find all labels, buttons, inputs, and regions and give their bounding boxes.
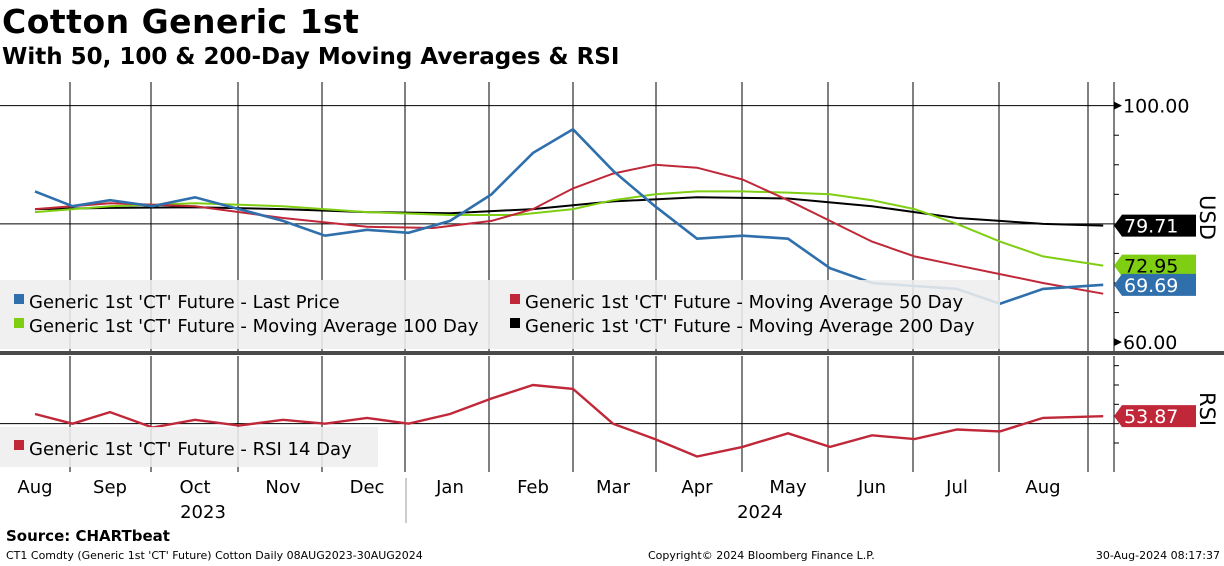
month-label-5: Jan <box>435 477 464 498</box>
legend-swatch-1 <box>510 294 520 304</box>
month-label-12: Aug <box>1025 477 1060 498</box>
series-line-ma-100 <box>34 190 1104 267</box>
month-label-1: Sep <box>93 477 127 498</box>
last-value-tag-1-shape <box>1114 254 1196 277</box>
chart-title: Cotton Generic 1st <box>2 2 360 41</box>
month-label-3: Nov <box>265 477 300 498</box>
month-label-2: Oct <box>179 477 210 498</box>
last-value-tag-0-label: 79.71 <box>1124 216 1178 238</box>
last-value-tag-2-shape <box>1114 273 1196 296</box>
price-tick-label-1: 60.00 <box>1123 332 1177 354</box>
price-axis-title: USD <box>1195 195 1219 240</box>
series-line-rsi-14-day <box>34 383 1104 458</box>
panel-separator <box>0 351 1224 355</box>
series-line-ma-50 <box>34 163 1104 295</box>
month-label-11: Jul <box>945 477 968 498</box>
month-label-4: Dec <box>350 477 385 498</box>
legend-swatch-3 <box>510 318 520 328</box>
last-value-tag-2: 69.69 <box>1114 273 1196 297</box>
series-line-ma-200 <box>34 196 1104 227</box>
month-label-10: Jun <box>857 477 886 498</box>
source-note: Source: CHARTbeat <box>6 527 170 545</box>
price-tick-arrow-0 <box>1114 101 1122 110</box>
price-series <box>34 127 1104 306</box>
rsi-legend: Generic 1st 'CT' Future - RSI 14 Day <box>0 427 378 467</box>
year-label-0: 2023 <box>180 502 226 523</box>
last-value-tag-1-label: 72.95 <box>1124 256 1178 278</box>
last-value-tag-rsi-shape <box>1114 405 1196 428</box>
month-label-6: Feb <box>517 477 549 498</box>
month-label-7: Mar <box>596 477 631 498</box>
month-label-0: Aug <box>17 477 52 498</box>
month-label-9: May <box>769 477 807 498</box>
x-axis-months: Aug Sep Oct Nov Dec Jan Feb Mar Apr May Jun Jul Aug <box>17 477 1060 498</box>
month-gridlines <box>0 82 1114 472</box>
rsi-axis-title: RSI <box>1195 392 1219 426</box>
rsi-legend-swatch <box>14 440 24 450</box>
footer-timestamp: 30-Aug-2024 08:17:37 <box>1095 549 1220 562</box>
year-label-1: 2024 <box>737 502 783 523</box>
legend-label-1: Generic 1st 'CT' Future - Moving Average… <box>525 292 963 313</box>
last-value-tag-0: 79.71 <box>1114 214 1196 238</box>
legend-label-0: Generic 1st 'CT' Future - Last Price <box>29 292 340 313</box>
price-legend: Generic 1st 'CT' Future - Last Price Gene… <box>0 280 1000 349</box>
legend-label-2: Generic 1st 'CT' Future - Moving Average… <box>29 316 479 337</box>
legend-label-3: Generic 1st 'CT' Future - Moving Average… <box>525 316 975 337</box>
footer-ticker-info: CT1 Comdty (Generic 1st 'CT' Future) Cot… <box>6 549 423 562</box>
month-label-8: Apr <box>681 477 713 498</box>
last-value-tag-1: 72.95 <box>1114 254 1196 278</box>
footer-copyright: Copyright© 2024 Bloomberg Finance L.P. <box>648 549 875 562</box>
chart-subtitle: With 50, 100 & 200-Day Moving Averages &… <box>2 44 620 70</box>
last-value-tag-0-shape <box>1114 214 1196 237</box>
rsi-legend-label: Generic 1st 'CT' Future - RSI 14 Day <box>29 439 352 460</box>
price-tick-arrow-1 <box>1114 338 1122 347</box>
last-value-tag-2-label: 69.69 <box>1124 275 1178 297</box>
price-legend-box <box>0 280 1000 349</box>
legend-swatch-0 <box>14 294 24 304</box>
rsi-legend-box <box>0 427 378 467</box>
price-tick-label-0: 100.00 <box>1123 96 1189 118</box>
legend-swatch-2 <box>14 318 24 328</box>
last-value-tag-rsi-label: 53.87 <box>1124 406 1178 428</box>
last-value-tag-rsi: 53.87 <box>1114 405 1196 428</box>
